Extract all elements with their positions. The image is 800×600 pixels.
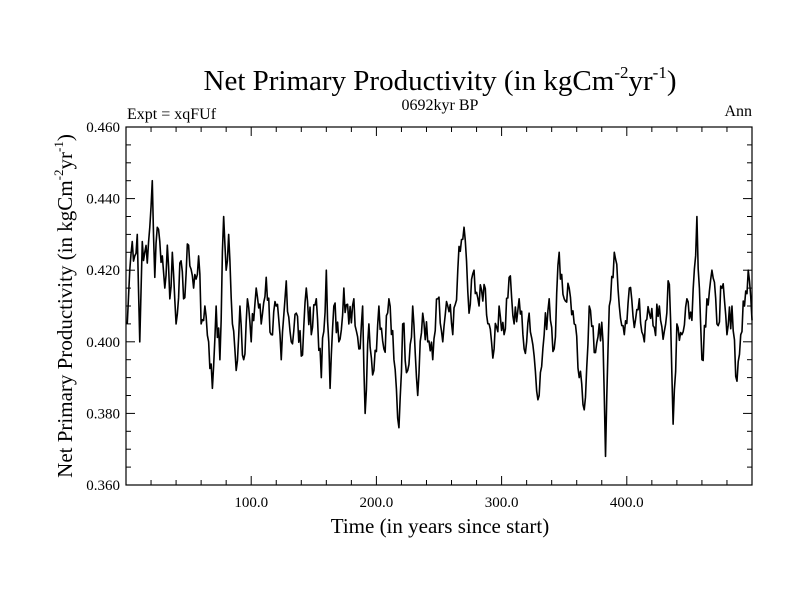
subtitle-period: 0692kyr BP (402, 97, 479, 114)
y-tick-label: 0.380 (86, 406, 120, 422)
subtitle-season: Ann (724, 103, 752, 120)
subtitle-experiment: Expt = xqFUf (127, 106, 217, 123)
y-tick-labels: 0.360 0.380 0.400 0.420 0.440 0.460 (86, 120, 120, 494)
x-tick-label: 100.0 (234, 495, 268, 511)
y-tick-label: 0.460 (86, 120, 120, 136)
x-tick-labels: 100.0 200.0 300.0 400.0 (234, 495, 643, 511)
y-tick-label: 0.440 (86, 192, 120, 208)
x-tick-label: 300.0 (485, 495, 519, 511)
y-tick-label: 0.400 (86, 335, 120, 351)
y-tick-label: 0.360 (86, 478, 120, 494)
axis-ticks (126, 127, 752, 485)
series-line-npp (126, 179, 753, 458)
chart-title: Net Primary Productivity (in kgCm-2yr-1) (204, 63, 677, 97)
x-tick-label: 200.0 (360, 495, 394, 511)
y-tick-label: 0.420 (86, 263, 120, 279)
y-axis-label: Net Primary Productivity (in kgCm-2yr-1) (51, 134, 77, 478)
x-tick-label: 400.0 (610, 495, 644, 511)
x-axis-label: Time (in years since start) (331, 514, 550, 538)
